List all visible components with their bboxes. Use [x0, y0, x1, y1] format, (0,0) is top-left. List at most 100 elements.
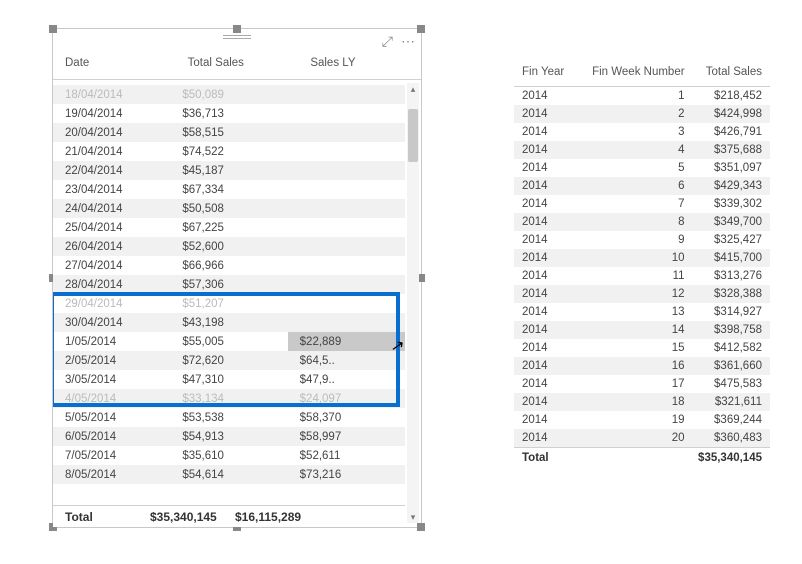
table-cell[interactable]: 2014	[514, 213, 576, 231]
table-cell[interactable]: 21/04/2014	[53, 142, 170, 161]
table-cell[interactable]: $218,452	[693, 87, 770, 106]
table-row[interactable]: 18/04/2014$50,089	[53, 85, 405, 104]
table-cell[interactable]: $398,758	[693, 321, 770, 339]
table-cell[interactable]: $369,244	[693, 411, 770, 429]
table-cell[interactable]: 11	[576, 267, 692, 285]
table-cell[interactable]: 2014	[514, 87, 576, 106]
table-row[interactable]: 26/04/2014$52,600	[53, 237, 405, 256]
table-cell[interactable]	[288, 237, 405, 256]
table-cell[interactable]: $66,966	[170, 256, 287, 275]
table-row[interactable]: 30/04/2014$43,198	[53, 313, 405, 332]
table-row[interactable]: 201414$398,758	[514, 321, 770, 339]
table-cell[interactable]: 2/05/2014	[53, 351, 170, 370]
table-cell[interactable]: $412,582	[693, 339, 770, 357]
table-row[interactable]: 22/04/2014$45,187	[53, 161, 405, 180]
table-cell[interactable]: 2014	[514, 123, 576, 141]
table-cell[interactable]: 10	[576, 249, 692, 267]
table-cell[interactable]: $325,427	[693, 231, 770, 249]
table-cell[interactable]: 2014	[514, 357, 576, 375]
table-cell[interactable]: 7/05/2014	[53, 446, 170, 465]
table-cell[interactable]: $54,913	[170, 427, 287, 446]
table-cell[interactable]: 4	[576, 141, 692, 159]
table-cell[interactable]: 2014	[514, 195, 576, 213]
table-row[interactable]: 23/04/2014$67,334	[53, 180, 405, 199]
table-cell[interactable]: $35,610	[170, 446, 287, 465]
table-row[interactable]: 201417$475,583	[514, 375, 770, 393]
table-cell[interactable]: $375,688	[693, 141, 770, 159]
table-cell[interactable]: 6/05/2014	[53, 427, 170, 446]
table-cell[interactable]: $339,302	[693, 195, 770, 213]
table-cell[interactable]: $313,276	[693, 267, 770, 285]
table-cell[interactable]: 2014	[514, 141, 576, 159]
table-cell[interactable]: $50,089	[170, 85, 287, 104]
table-cell[interactable]: $74,522	[170, 142, 287, 161]
table-row[interactable]: 201412$328,388	[514, 285, 770, 303]
table-cell[interactable]: 1	[576, 87, 692, 106]
table-row[interactable]: 3/05/2014$47,310$47,9..	[53, 370, 405, 389]
table-cell[interactable]: 24/04/2014	[53, 199, 170, 218]
table-cell[interactable]: $415,700	[693, 249, 770, 267]
table-row[interactable]: 8/05/2014$54,614$73,216	[53, 465, 405, 484]
column-header-date[interactable]: Date	[53, 53, 176, 80]
table-cell[interactable]: 2014	[514, 285, 576, 303]
table-cell[interactable]: 14	[576, 321, 692, 339]
table-cell[interactable]	[288, 85, 405, 104]
table-row[interactable]: 28/04/2014$57,306	[53, 275, 405, 294]
column-header-sales-ly[interactable]: Sales LY	[298, 53, 421, 80]
table-row[interactable]: 20142$424,998	[514, 105, 770, 123]
table-cell[interactable]: 17	[576, 375, 692, 393]
column-header-total-sales[interactable]: Total Sales	[176, 53, 299, 80]
table-cell[interactable]: $349,700	[693, 213, 770, 231]
column-header-fin-year[interactable]: Fin Year	[514, 62, 576, 87]
table-row[interactable]: 1/05/2014$55,005$22,889	[53, 332, 405, 351]
table-cell[interactable]: 2014	[514, 231, 576, 249]
table-row[interactable]: 20144$375,688	[514, 141, 770, 159]
table-cell[interactable]: 12	[576, 285, 692, 303]
table-cell[interactable]: 5/05/2014	[53, 408, 170, 427]
table-cell[interactable]: 2014	[514, 339, 576, 357]
table-cell[interactable]: $43,198	[170, 313, 287, 332]
scroll-up-icon[interactable]: ▴	[407, 83, 419, 95]
table-cell[interactable]: $24,097	[288, 389, 405, 408]
table-cell[interactable]: 2014	[514, 249, 576, 267]
table-row[interactable]: 201420$360,483	[514, 429, 770, 447]
table-cell[interactable]: 20	[576, 429, 692, 447]
table-cell[interactable]: 5	[576, 159, 692, 177]
table-cell[interactable]: 25/04/2014	[53, 218, 170, 237]
resize-handle[interactable]	[49, 25, 57, 33]
table-cell[interactable]: 2014	[514, 159, 576, 177]
table-cell[interactable]	[288, 180, 405, 199]
table-cell[interactable]: $36,713	[170, 104, 287, 123]
table-cell[interactable]: $50,508	[170, 199, 287, 218]
table-cell[interactable]: 2014	[514, 105, 576, 123]
table-cell[interactable]: $45,187	[170, 161, 287, 180]
table-cell[interactable]: 16	[576, 357, 692, 375]
table-cell[interactable]: $424,998	[693, 105, 770, 123]
scroll-thumb[interactable]	[408, 109, 418, 162]
table-cell[interactable]: $33,134	[170, 389, 287, 408]
table-cell[interactable]: 7	[576, 195, 692, 213]
table-row[interactable]: 20145$351,097	[514, 159, 770, 177]
focus-mode-icon[interactable]: ⤢	[382, 33, 393, 50]
left-table-visual[interactable]: ⤢ ⋯ Date Total Sales Sales LY 18/04/2014…	[52, 28, 422, 528]
table-row[interactable]: 20147$339,302	[514, 195, 770, 213]
table-cell[interactable]: 2014	[514, 321, 576, 339]
table-row[interactable]: 20141$218,452	[514, 87, 770, 106]
table-row[interactable]: 24/04/2014$50,508	[53, 199, 405, 218]
table-cell[interactable]: $321,611	[693, 393, 770, 411]
table-cell[interactable]: 2014	[514, 267, 576, 285]
table-row[interactable]: 201416$361,660	[514, 357, 770, 375]
table-cell[interactable]: 1/05/2014	[53, 332, 170, 351]
table-cell[interactable]	[288, 294, 405, 313]
drag-handle-icon[interactable]	[223, 35, 251, 39]
table-row[interactable]: 21/04/2014$74,522	[53, 142, 405, 161]
table-cell[interactable]: 2014	[514, 303, 576, 321]
table-cell[interactable]: 2	[576, 105, 692, 123]
table-cell[interactable]: $475,583	[693, 375, 770, 393]
table-cell[interactable]: 20/04/2014	[53, 123, 170, 142]
table-cell[interactable]: $314,927	[693, 303, 770, 321]
table-cell[interactable]: $53,538	[170, 408, 287, 427]
table-row[interactable]: 7/05/2014$35,610$52,611	[53, 446, 405, 465]
table-cell[interactable]: 30/04/2014	[53, 313, 170, 332]
table-cell[interactable]: 22/04/2014	[53, 161, 170, 180]
